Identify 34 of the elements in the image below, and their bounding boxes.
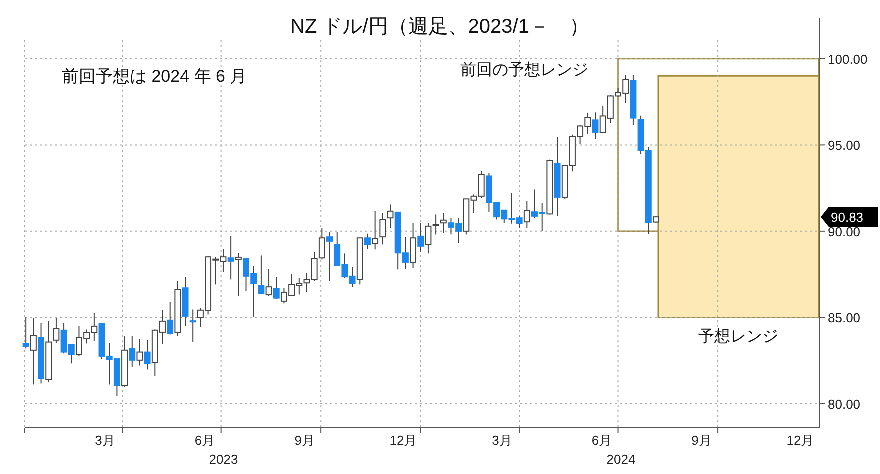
- text: 90.83: [831, 210, 864, 226]
- text: 2024: [606, 452, 636, 467]
- candlestick: [380, 212, 386, 246]
- x-tick-label: 3月: [492, 433, 512, 448]
- y-tick-label: 95.00: [828, 138, 861, 154]
- y-tick-label: 100.00: [828, 52, 868, 67]
- y-tick-label: 90.00: [828, 224, 861, 240]
- y-tick-label: 85.00: [828, 310, 861, 326]
- x-tick-label: 12月: [786, 433, 814, 448]
- candlestick: [524, 200, 530, 229]
- candlestick: [190, 309, 196, 343]
- x-tick-label: 6月: [194, 433, 216, 448]
- candlestick: [432, 214, 440, 236]
- y-tick-label: 80.00: [828, 396, 861, 412]
- x-tick-label: 9月: [294, 433, 315, 448]
- x-tick-label: 12月: [390, 433, 418, 448]
- candlestick: [372, 210, 379, 250]
- x-tick-label: 3月: [95, 433, 116, 448]
- candlestick: [318, 228, 326, 260]
- candlestick: [425, 222, 432, 254]
- candlestick: [136, 338, 144, 366]
- x-tick-label: 9月: [692, 433, 712, 448]
- text: 2023: [209, 452, 238, 467]
- x-tick-label: 6月: [592, 433, 612, 448]
- candlestick: [53, 317, 60, 344]
- candlestick: [235, 252, 242, 297]
- candlestick: [387, 204, 394, 229]
- series-label: 前回の予想レンジ: [460, 60, 588, 79]
- series-label: 予想レンジ: [698, 328, 779, 346]
- candlestick: [440, 212, 447, 234]
- annotation: 前回予想は 2024 年 6 月: [62, 67, 248, 86]
- candlestick: [266, 268, 272, 297]
- candlestick: [30, 317, 37, 386]
- chart-title: NZ ドル/円（週足、2023/1－ ）: [290, 16, 590, 38]
